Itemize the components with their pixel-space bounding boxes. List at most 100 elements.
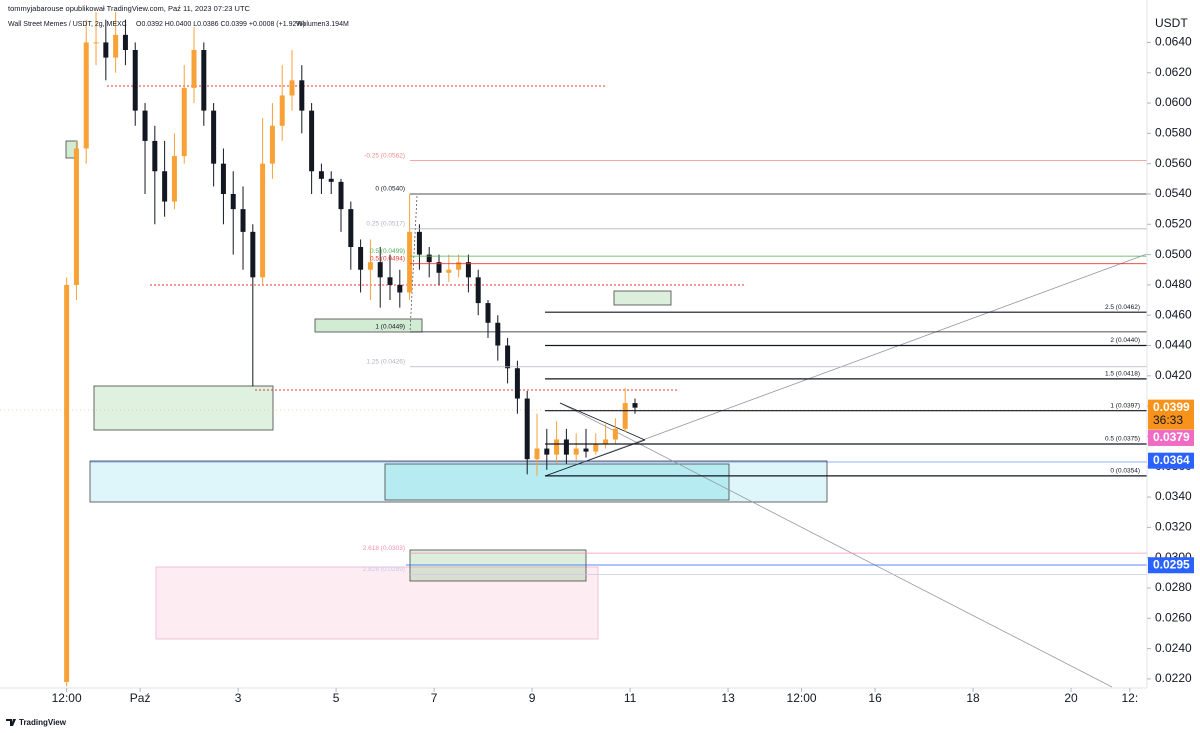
candle-body xyxy=(495,322,501,346)
y-tick-label: 0.0620 xyxy=(1155,65,1192,79)
fib-label: 2.828 (0.0289) xyxy=(363,566,405,573)
x-tick-label: 7 xyxy=(431,691,438,705)
candle-body xyxy=(612,428,618,440)
x-tick-label: 13 xyxy=(721,691,735,705)
axes: 0.0640 0.0620 0.0600 0.0580 0.0560 0.0540 0.05… xyxy=(52,35,1194,705)
y-tick-label: 0.0260 xyxy=(1155,610,1192,624)
brand: TradingView xyxy=(19,718,67,727)
x-tick-label: Paź xyxy=(130,691,151,705)
fib-label: 2.618 (0.0303) xyxy=(363,545,405,552)
trend-line xyxy=(544,253,1148,477)
candle-body xyxy=(593,444,599,452)
x-tick-label: 11 xyxy=(624,691,637,705)
y-tick-label: 0.0320 xyxy=(1155,520,1192,534)
trend-line xyxy=(559,402,1113,688)
x-tick-label: 3 xyxy=(235,691,242,705)
candle-body xyxy=(338,181,344,210)
zone-box xyxy=(155,566,599,640)
y-tick-label: 0.0240 xyxy=(1155,641,1192,655)
fib-label: 1.25 (0.0426) xyxy=(366,358,405,365)
fib-label: 0 (0.0354) xyxy=(1110,468,1140,475)
candle-body xyxy=(348,209,354,248)
candle-body xyxy=(632,403,638,408)
y-tick-label: 0.0580 xyxy=(1155,126,1192,140)
candle-body xyxy=(416,231,422,255)
candle-body xyxy=(583,448,589,452)
price-label: 0.0364 xyxy=(1153,453,1190,467)
x-tick-label: 16 xyxy=(868,691,882,705)
price-label: 0.0399 xyxy=(1153,400,1190,414)
candle-body xyxy=(397,284,403,293)
zone-box xyxy=(89,460,828,503)
candle-body xyxy=(299,80,305,111)
candle-body xyxy=(603,439,609,445)
symbol: Wall Street Memes / USDT, 2g, MEXC xyxy=(8,21,127,28)
candle-body xyxy=(407,231,413,293)
trend-line xyxy=(559,402,646,441)
y-tick-label: 0.0440 xyxy=(1155,338,1192,352)
fib-label: 0.25 (0.0517) xyxy=(366,221,405,228)
price-countdown: 36:33 xyxy=(1153,413,1183,427)
y-tick-label: 0.0540 xyxy=(1155,186,1192,200)
candle-body xyxy=(171,156,177,202)
candle-body xyxy=(622,403,628,429)
fib-label: 0.5 (0.0494) xyxy=(370,255,405,262)
y-tick-label: 0.0220 xyxy=(1155,671,1192,685)
y-tick-label: 0.0640 xyxy=(1155,35,1192,49)
price-label-box xyxy=(1148,557,1194,574)
price-label: 0.0295 xyxy=(1153,557,1190,571)
candle-body xyxy=(162,171,168,202)
candle-body xyxy=(211,110,217,164)
x-tick-label: 12:00 xyxy=(787,691,817,705)
candle-body xyxy=(563,439,569,455)
fib-label: 0.5 (0.0499) xyxy=(370,248,405,255)
candle-body xyxy=(201,50,207,111)
x-tick-label: 18 xyxy=(966,691,980,705)
zone-box xyxy=(409,549,587,582)
candle-body xyxy=(573,448,579,455)
candle-body xyxy=(524,398,530,460)
candle-body xyxy=(309,110,315,172)
fibs: -0.25 (0.0562) 0 (0.0540) 0.25 (0.0517) 0.5… xyxy=(363,152,1147,575)
trend-line xyxy=(544,439,646,477)
y-tick-label: 0.0420 xyxy=(1155,368,1192,382)
y-tick-label: 0.0280 xyxy=(1155,580,1192,594)
x-tick-label: 9 xyxy=(529,691,536,705)
candle-body xyxy=(377,262,383,278)
candle-body xyxy=(64,284,70,682)
fib-label: 0.5 (0.0375) xyxy=(1105,436,1140,443)
candles xyxy=(64,12,638,687)
x-tick-label: 12:00 xyxy=(52,691,82,705)
candle-body xyxy=(220,163,226,194)
drawings xyxy=(0,85,1148,688)
candle-body xyxy=(456,262,462,270)
candle-body xyxy=(426,254,432,263)
candle-body xyxy=(358,247,364,270)
candle-body xyxy=(181,87,187,157)
price-label-box xyxy=(1148,429,1194,446)
candle-body xyxy=(465,262,471,278)
zone-box xyxy=(384,463,730,501)
logo xyxy=(6,719,16,726)
candle-body xyxy=(328,178,334,182)
zone-box xyxy=(93,385,274,431)
fib-label: 1 (0.0449) xyxy=(375,324,405,331)
x-tick-label: 20 xyxy=(1064,691,1078,705)
fib-label: -0.25 (0.0562) xyxy=(364,152,405,159)
candle-body xyxy=(318,171,324,179)
fib-label: 1 (0.0397) xyxy=(1110,402,1140,409)
fib-label: 2 (0.0440) xyxy=(1110,337,1140,344)
y-tick-label: 0.0560 xyxy=(1155,156,1192,170)
ohlc: O0.0392 H0.0400 L0.0386 C0.0399 +0.0008 … xyxy=(136,21,305,28)
candle-body xyxy=(436,262,442,273)
volume: Wolumen3.194M xyxy=(296,21,349,28)
zone-box xyxy=(613,290,672,306)
candle-body xyxy=(73,148,79,285)
candle-body xyxy=(83,42,89,149)
candle-body xyxy=(554,439,560,455)
y-tick-label: 0.0600 xyxy=(1155,95,1192,109)
price-label: 0.0379 xyxy=(1153,430,1190,444)
candle-body xyxy=(387,277,393,285)
candle-body xyxy=(475,277,481,304)
